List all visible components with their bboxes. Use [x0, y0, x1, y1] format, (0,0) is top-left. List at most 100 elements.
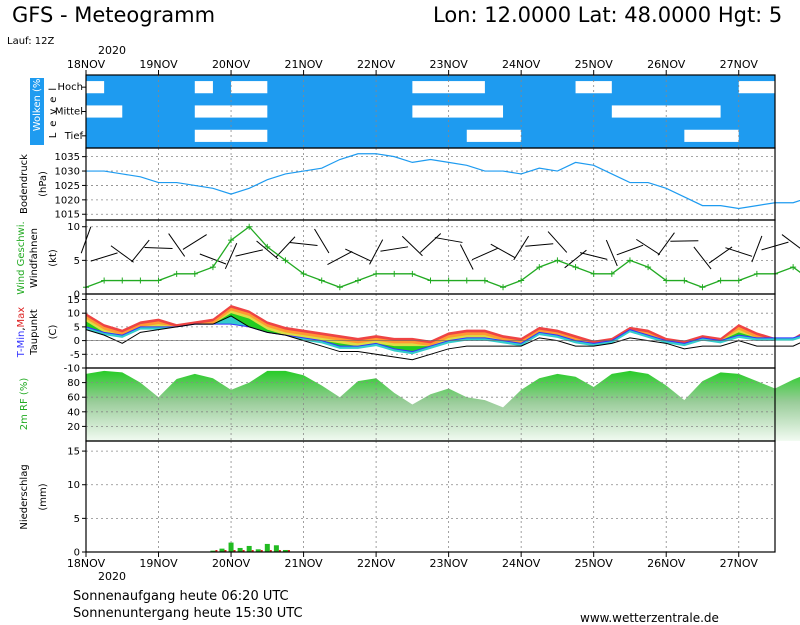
year-bottom: 2020 [98, 570, 126, 583]
wind-speed-point [373, 270, 380, 277]
wind-speed-point [790, 264, 797, 271]
wind-barb [616, 244, 644, 256]
cloud-gap [575, 81, 612, 94]
wind-speed-point [336, 284, 343, 291]
date-label-top: 26NOV [647, 58, 686, 71]
humidity-area [86, 370, 800, 441]
wind-speed-point [101, 277, 108, 284]
y-tick-label: 0 [74, 548, 80, 559]
wind-barbs-label: Windfahnen [29, 228, 40, 288]
wind-speed-point [481, 277, 488, 284]
wind-speed-point [536, 264, 543, 271]
y-tick-label: 20 [67, 422, 80, 433]
wind-speed-point [554, 257, 561, 264]
wind-barb [725, 247, 753, 257]
y-tick-label: 5 [74, 514, 80, 525]
pressure-label: Bodendruck [19, 154, 30, 214]
date-label-top: 27NOV [720, 58, 759, 71]
sunset-text: Sonnenuntergang heute 15:30 UTC [73, 606, 303, 621]
chart-title: GFS - Meteogramm [12, 3, 215, 27]
date-label-bottom: 26NOV [647, 557, 686, 570]
cloud-gap [86, 81, 105, 94]
temperature-panel: -10 -5 0 5 10 15 [64, 293, 800, 375]
precip-bar-red [215, 550, 218, 552]
wind-speed-point [300, 270, 307, 277]
wind-barb [605, 239, 618, 267]
wind-barb [131, 239, 150, 263]
y-tick-label: 40 [67, 407, 80, 418]
wind-speed-point [753, 270, 760, 277]
wind-speed-point [445, 277, 452, 284]
dewpoint-label: Taupunkt [29, 309, 40, 356]
wind-barb [182, 234, 207, 250]
y-tick-label: 1030 [55, 167, 80, 178]
precip-bar-red [233, 550, 236, 552]
wind-barb [419, 233, 442, 253]
date-label-bottom: 21NOV [284, 557, 323, 570]
cloud-gap [412, 105, 504, 118]
cloud-gap [412, 81, 485, 94]
date-label-top: 21NOV [284, 58, 323, 71]
precipitation-label: Niederschlag [19, 464, 30, 529]
precip-bar-red [278, 550, 281, 552]
precip-bar [282, 549, 288, 552]
date-label-bottom: 20NOV [212, 557, 251, 570]
cloud-level-label: Level [48, 82, 59, 138]
y-tick-label: 1020 [55, 195, 80, 206]
precip-bar [273, 545, 279, 552]
pressure-line [86, 153, 800, 210]
y-tick-label: 60 [67, 393, 80, 404]
wind-speed-point [463, 277, 470, 284]
wind-speed-point [137, 277, 144, 284]
date-label-top: 19NOV [139, 58, 178, 71]
wind-speed-point [500, 284, 507, 291]
temperature-label: T-Min,Max [16, 307, 27, 359]
location-info: Lon: 12.0000 Lat: 48.0000 Hgt: 5 [433, 3, 782, 27]
y-tick-label: -5 [70, 350, 80, 361]
wind-speed-point [318, 277, 325, 284]
wind-speed-point [264, 243, 271, 250]
y-tick-label: 0 [74, 290, 80, 301]
wind-barb [224, 243, 238, 269]
wind-barb [275, 236, 296, 258]
precipitation-panel: 0 5 10 15 [67, 440, 776, 559]
wind-speed-point [209, 264, 216, 271]
date-label-bottom: 25NOV [575, 557, 614, 570]
year-top: 2020 [98, 44, 126, 57]
precip-bar-red [242, 550, 245, 552]
cloud-label-strip [30, 78, 44, 145]
pressure-panel: 1015 1020 1025 1030 1035 [55, 147, 800, 221]
y-tick-label: 15 [67, 295, 80, 306]
y-tick-label: -10 [64, 364, 80, 375]
wind-speed-point [191, 270, 198, 277]
wind-barb [168, 233, 186, 257]
date-labels-top: 18NOV 19NOV 20NOV 21NOV 22NOV 23NOV 24NOV 25NOV… [67, 58, 758, 75]
wind-speed-point [246, 223, 253, 230]
wind-speed-point [409, 270, 416, 277]
wind-barb [579, 252, 608, 260]
wind-speed-point [228, 237, 235, 244]
wind-unit: (kt) [48, 249, 59, 267]
wind-barb [289, 242, 318, 246]
wind-speed-point [173, 270, 180, 277]
precip-bar [237, 547, 243, 552]
precipitation-unit: (mm) [38, 483, 49, 510]
wind-speed-point [626, 257, 633, 264]
wind-speed-point [119, 277, 126, 284]
wind-speed-point [518, 277, 525, 284]
wind-barb [513, 235, 530, 261]
model-run: Lauf: 12Z [7, 36, 54, 47]
wind-speed-point [282, 257, 289, 264]
panel-frame [85, 293, 776, 369]
precip-bar [219, 548, 225, 552]
wind-barb [708, 246, 733, 264]
wind-barb [434, 237, 463, 243]
y-tick-label: 5 [74, 322, 80, 333]
precip-bar-red [287, 550, 290, 552]
cloud-panel: Hoch Mittel Tief [55, 74, 776, 149]
panel-frame [85, 440, 776, 553]
wind-barb [256, 240, 279, 260]
wind-barb [525, 243, 554, 247]
y-tick-label: 80 [67, 378, 80, 389]
